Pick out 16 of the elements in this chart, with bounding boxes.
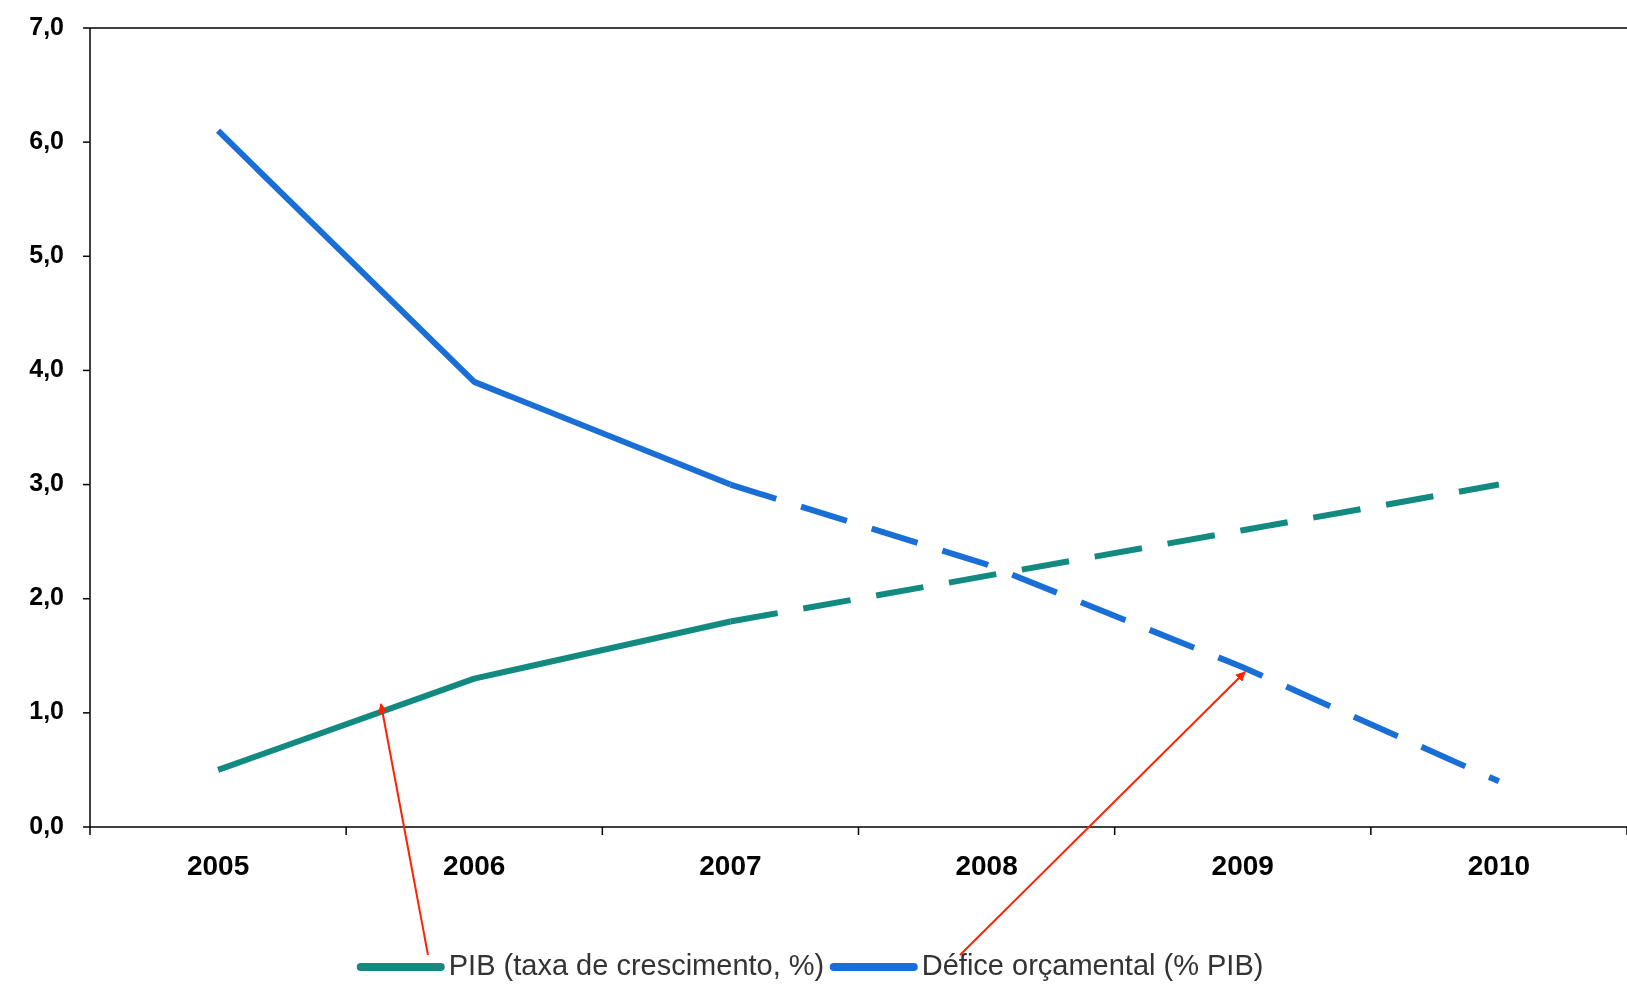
y-tick-label: 0,0 (29, 810, 64, 839)
y-tick-label: 5,0 (29, 239, 64, 268)
legend-label: PIB (taxa de crescimento, %) (448, 948, 825, 981)
x-tick-label: 2006 (443, 850, 506, 881)
y-tick-label: 1,0 (29, 696, 64, 725)
y-tick-label: 4,0 (29, 354, 64, 383)
y-tick-label: 7,0 (29, 11, 64, 40)
legend-label: Défice orçamental (% PIB) (921, 948, 1264, 981)
x-tick-label: 2005 (186, 850, 250, 881)
x-tick-label: 2008 (955, 850, 1018, 881)
y-tick-label: 2,0 (29, 582, 64, 611)
x-tick-label: 2009 (1211, 850, 1274, 881)
x-tick-label: 2010 (1467, 850, 1531, 881)
y-tick-label: 3,0 (29, 468, 64, 497)
y-tick-label: 6,0 (29, 125, 64, 154)
x-tick-label: 2007 (699, 850, 762, 881)
